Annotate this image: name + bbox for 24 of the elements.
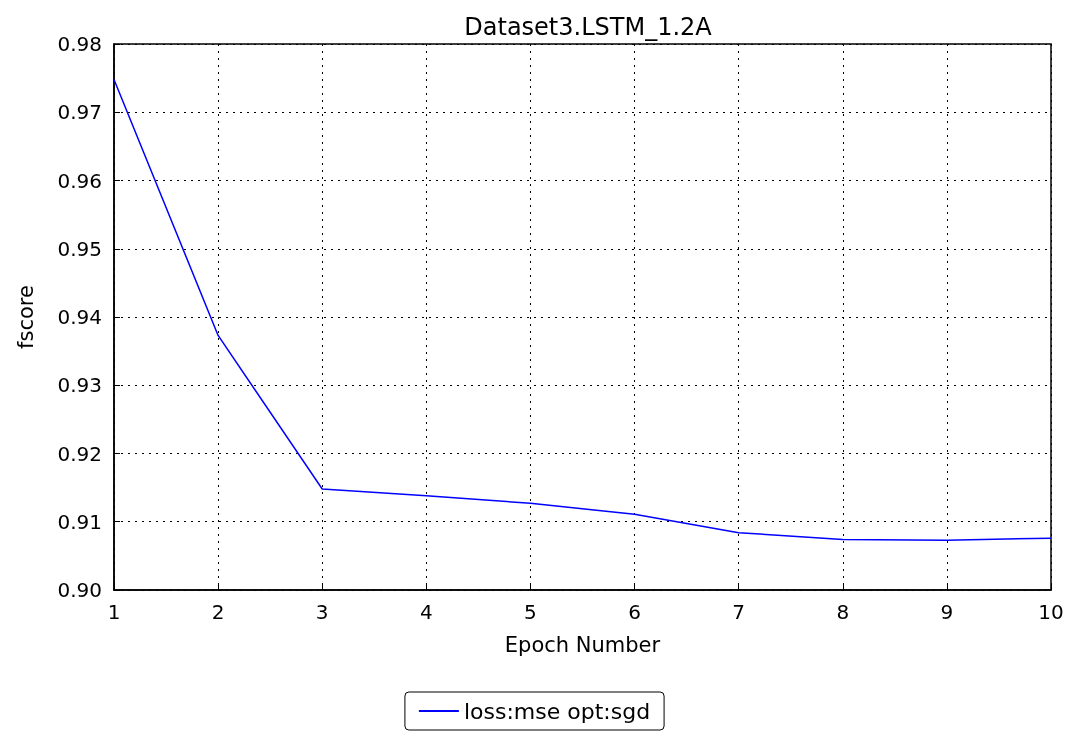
y-tick-label: 0.91 xyxy=(57,509,102,534)
y-tick-label: 0.93 xyxy=(57,373,102,398)
y-tick-label: 0.90 xyxy=(57,578,102,602)
y-axis-title: fscore xyxy=(13,285,38,349)
y-tick-label: 0.94 xyxy=(57,305,102,329)
chart-title: Dataset3.LSTM_1.2A xyxy=(464,13,713,41)
x-tick-label: 4 xyxy=(419,600,433,624)
x-tick-label: 3 xyxy=(315,600,329,624)
x-axis-title: Epoch Number xyxy=(504,632,661,657)
y-tick-label: 0.98 xyxy=(57,32,102,56)
legend-label: loss:mse opt:sgd xyxy=(463,698,651,724)
y-tick-label: 0.96 xyxy=(57,168,102,193)
y-tick-label: 0.92 xyxy=(57,441,102,466)
x-tick-label: 9 xyxy=(940,600,954,624)
x-tick-label: 6 xyxy=(628,600,641,624)
y-tick-label: 0.95 xyxy=(57,236,102,261)
x-tick-label: 8 xyxy=(836,600,850,624)
x-tick-label: 1 xyxy=(107,600,121,624)
x-tick-label: 7 xyxy=(732,600,746,624)
line-series xyxy=(113,78,1052,541)
x-tick-label: 10 xyxy=(1038,600,1064,624)
x-tick-label: 2 xyxy=(211,600,225,624)
x-tick-label: 5 xyxy=(524,600,537,624)
y-tick-label: 0.97 xyxy=(57,100,102,125)
